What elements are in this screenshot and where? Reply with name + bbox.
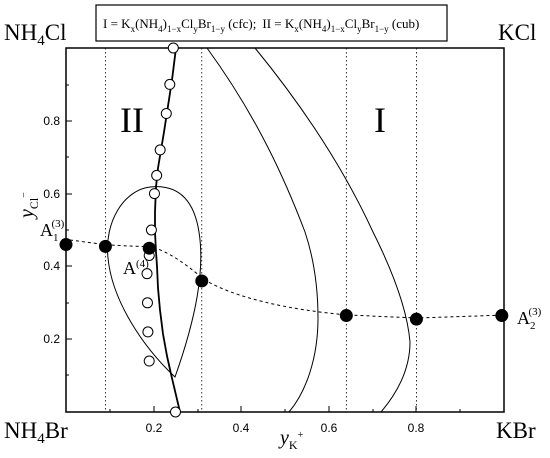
corner-bottom-left: NH4Br bbox=[4, 418, 68, 447]
open-data-point bbox=[151, 169, 163, 181]
solid-data-point bbox=[195, 274, 209, 288]
vertical-boundaries bbox=[105, 48, 417, 412]
label-A2: A2(3) bbox=[517, 306, 542, 332]
open-data-point bbox=[145, 224, 157, 236]
solvus-curve-left bbox=[206, 47, 319, 413]
corner-bottom-right: KBr bbox=[496, 418, 536, 443]
open-points bbox=[141, 42, 181, 418]
y-tick-label: 0.8 bbox=[43, 114, 60, 128]
solid-data-point bbox=[59, 238, 73, 252]
region-label-II: II bbox=[120, 100, 144, 140]
legend-text: I = Kx(NH4)1−xClyBr1−y (cfc); II = Kx(NH4… bbox=[103, 16, 419, 34]
label-A1: A1(3) bbox=[40, 218, 65, 244]
solvus-curve-right bbox=[254, 47, 411, 413]
x-tick-label: 0.6 bbox=[321, 421, 338, 435]
open-data-point bbox=[142, 326, 154, 338]
x-tick-label: 0.8 bbox=[408, 421, 425, 435]
label-A4: A(4) bbox=[123, 258, 149, 278]
solid-data-point bbox=[409, 312, 423, 326]
solid-data-point bbox=[98, 239, 112, 253]
corner-top-left: NH4Cl bbox=[4, 20, 66, 49]
open-data-point bbox=[143, 355, 155, 367]
y-axis-label: yCl− bbox=[16, 192, 41, 220]
x-tick-label: 0.4 bbox=[233, 421, 250, 435]
open-data-point bbox=[167, 42, 179, 54]
corner-top-right: KCl bbox=[498, 20, 536, 45]
x-axis-label: yK+ bbox=[278, 427, 304, 452]
solid-data-point bbox=[339, 309, 353, 323]
region-label-I: I bbox=[374, 100, 386, 140]
open-data-point bbox=[160, 108, 172, 120]
y-tick-label: 0.2 bbox=[43, 332, 60, 346]
open-data-point bbox=[141, 297, 153, 309]
solid-points bbox=[59, 238, 509, 326]
axis-ticks bbox=[66, 84, 461, 412]
open-data-point bbox=[164, 78, 176, 90]
x-tick-label: 0.2 bbox=[146, 421, 163, 435]
open-data-point bbox=[148, 188, 160, 200]
open-data-point bbox=[154, 144, 166, 156]
solid-data-point bbox=[495, 309, 509, 323]
y-tick-label: 0.4 bbox=[43, 259, 60, 273]
solid-data-point bbox=[142, 241, 156, 255]
open-data-point bbox=[141, 268, 153, 280]
eutectic-valley-curve bbox=[69, 239, 507, 319]
boundary-line-vertical bbox=[154, 47, 181, 413]
y-tick-label: 0.6 bbox=[43, 187, 60, 201]
open-data-point bbox=[170, 406, 181, 418]
legend-box bbox=[95, 4, 448, 42]
